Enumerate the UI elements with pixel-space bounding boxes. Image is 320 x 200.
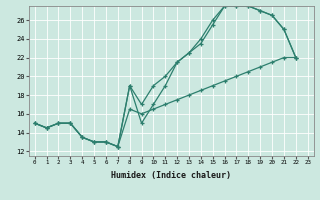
X-axis label: Humidex (Indice chaleur): Humidex (Indice chaleur) xyxy=(111,171,231,180)
